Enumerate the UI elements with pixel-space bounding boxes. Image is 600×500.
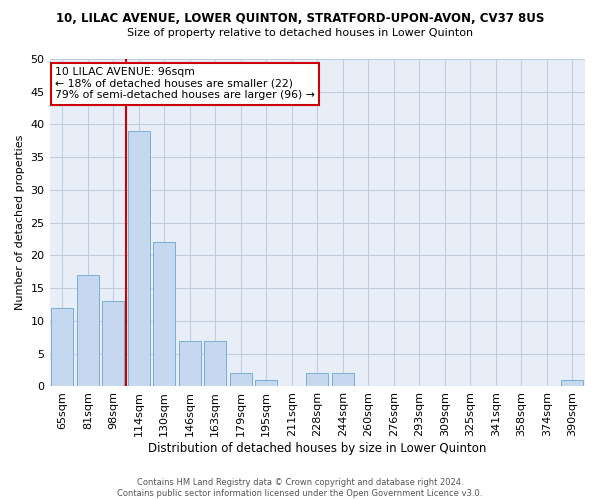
Bar bbox=[256, 380, 277, 386]
Text: 10 LILAC AVENUE: 96sqm
← 18% of detached houses are smaller (22)
79% of semi-det: 10 LILAC AVENUE: 96sqm ← 18% of detached… bbox=[55, 67, 315, 100]
X-axis label: Distribution of detached houses by size in Lower Quinton: Distribution of detached houses by size … bbox=[148, 442, 487, 455]
Text: 10, LILAC AVENUE, LOWER QUINTON, STRATFORD-UPON-AVON, CV37 8US: 10, LILAC AVENUE, LOWER QUINTON, STRATFO… bbox=[56, 12, 544, 26]
Bar bbox=[52, 308, 73, 386]
Bar bbox=[179, 340, 200, 386]
Bar bbox=[103, 302, 124, 386]
Bar bbox=[77, 275, 98, 386]
Bar bbox=[332, 374, 353, 386]
Bar bbox=[562, 380, 583, 386]
Bar bbox=[205, 340, 226, 386]
Text: Size of property relative to detached houses in Lower Quinton: Size of property relative to detached ho… bbox=[127, 28, 473, 38]
Y-axis label: Number of detached properties: Number of detached properties bbox=[15, 135, 25, 310]
Bar bbox=[128, 131, 149, 386]
Bar bbox=[307, 374, 328, 386]
Bar bbox=[154, 242, 175, 386]
Bar bbox=[230, 374, 251, 386]
Text: Contains HM Land Registry data © Crown copyright and database right 2024.
Contai: Contains HM Land Registry data © Crown c… bbox=[118, 478, 482, 498]
